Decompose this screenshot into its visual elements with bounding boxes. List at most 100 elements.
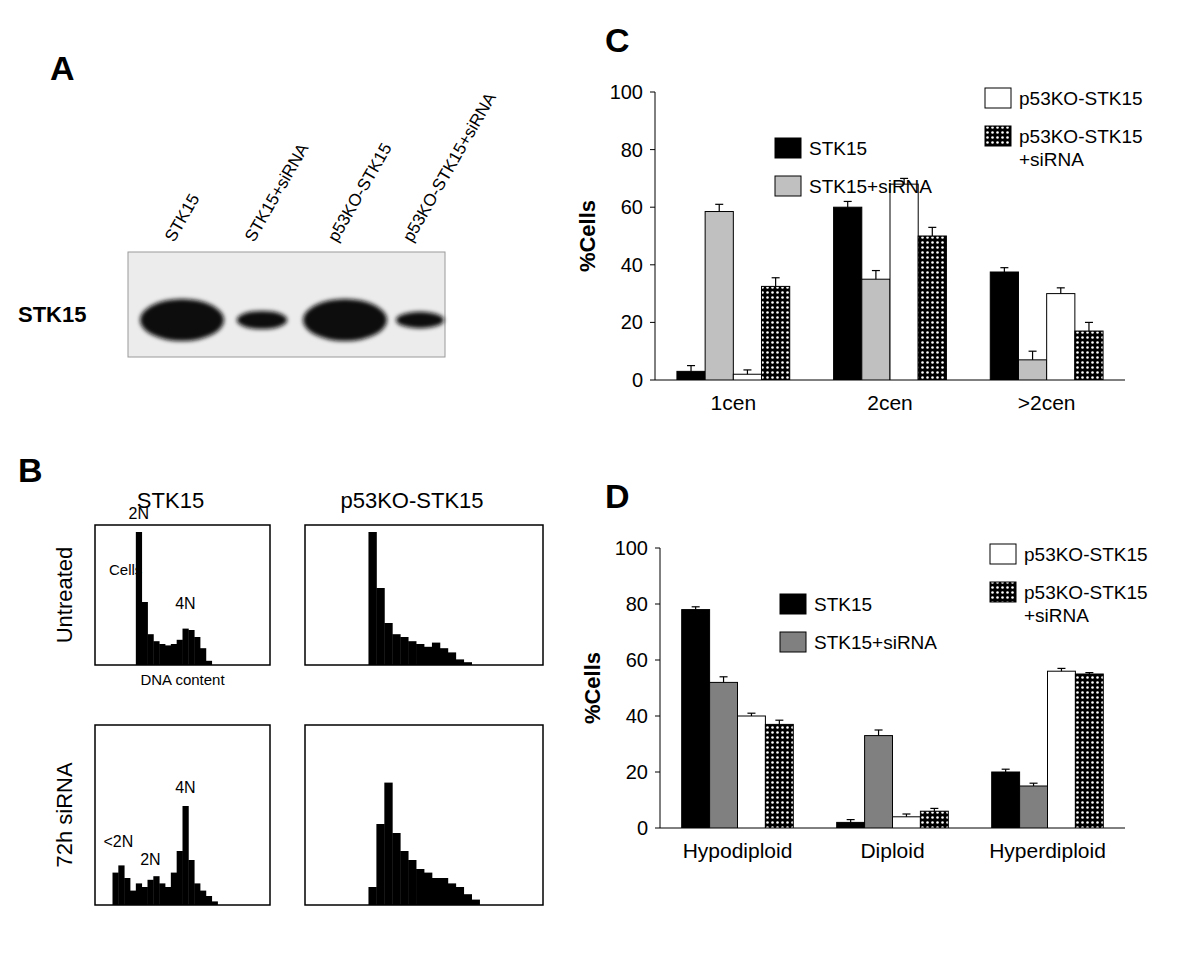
error-bar xyxy=(720,677,728,683)
error-bar xyxy=(1057,288,1065,294)
y-tick-label: 60 xyxy=(626,649,648,671)
y-tick xyxy=(650,149,655,150)
y-tick xyxy=(650,264,655,265)
error-stem xyxy=(719,204,720,211)
error-stem xyxy=(779,720,780,724)
histogram-bar xyxy=(456,887,464,905)
bar xyxy=(990,272,1018,380)
histogram-bar xyxy=(448,883,456,905)
bar xyxy=(762,286,790,380)
y-tick-label: 100 xyxy=(615,537,648,559)
histogram-bar xyxy=(159,644,165,665)
histogram-bars xyxy=(136,532,212,665)
figure: ABCDSTK15STK15STK15+siRNAp53KO-STK15p53K… xyxy=(0,0,1200,961)
legend-label: p53KO-STK15+siRNA xyxy=(1024,582,1148,626)
bar xyxy=(677,371,705,380)
y-tick xyxy=(655,828,660,829)
error-cap xyxy=(875,729,883,730)
error-cap xyxy=(1000,267,1008,268)
legend-swatch xyxy=(780,632,806,652)
error-bar xyxy=(743,370,751,374)
error-bar xyxy=(1029,351,1037,360)
error-bar xyxy=(844,201,852,207)
bar xyxy=(862,279,890,380)
y-tick xyxy=(655,660,660,661)
lane-label: STK15 xyxy=(161,190,203,245)
histogram-bar xyxy=(165,645,171,665)
axis-label: Cells xyxy=(109,561,142,578)
histogram-bar xyxy=(408,860,416,905)
y-tick xyxy=(655,604,660,605)
bars xyxy=(682,610,1104,828)
error-bar xyxy=(747,713,755,716)
histogram-bar xyxy=(183,806,189,905)
error-bar xyxy=(847,820,855,823)
column-title: p53KO-STK15 xyxy=(340,488,483,513)
y-tick-label: 0 xyxy=(632,369,643,391)
error-cap xyxy=(1030,783,1038,784)
bar xyxy=(834,207,862,380)
histogram-bar xyxy=(376,824,384,905)
legend-swatch xyxy=(780,594,806,614)
y-tick-label: 100 xyxy=(610,81,643,103)
panel-label: B xyxy=(18,451,43,489)
annotation: <2N xyxy=(103,833,133,850)
error-stem xyxy=(747,370,748,374)
histogram-bar xyxy=(384,783,392,905)
row-title: Untreated xyxy=(52,547,77,644)
error-cap xyxy=(692,606,700,607)
error-stem xyxy=(1060,288,1061,294)
legend-swatch xyxy=(990,582,1016,602)
histogram-bar xyxy=(392,634,400,665)
histogram-bar xyxy=(400,637,408,665)
blot-row-label: STK15 xyxy=(18,302,86,327)
legend-line: +siRNA xyxy=(1019,149,1084,170)
error-cap xyxy=(743,369,751,370)
histogram-bar xyxy=(400,851,408,905)
histogram-bars xyxy=(368,783,479,905)
blot-band xyxy=(140,299,224,341)
histogram-bar xyxy=(148,634,154,665)
histogram-bar xyxy=(124,878,130,905)
error-stem xyxy=(723,677,724,683)
error-cap xyxy=(844,201,852,202)
histogram-bar xyxy=(368,887,376,905)
error-stem xyxy=(1004,268,1005,272)
y-tick xyxy=(650,92,655,93)
y-tick-label: 80 xyxy=(626,593,648,615)
legend-line: p53KO-STK15 xyxy=(1024,582,1148,603)
bars xyxy=(677,184,1103,380)
error-stem xyxy=(932,227,933,236)
bar xyxy=(920,811,948,828)
legend-label: p53KO-STK15+siRNA xyxy=(1019,126,1143,170)
error-bar xyxy=(775,720,783,724)
histogram-bar xyxy=(448,652,456,665)
error-stem xyxy=(847,201,848,207)
bar xyxy=(682,610,710,828)
panel-label: A xyxy=(50,49,75,87)
histogram-bar xyxy=(432,643,440,665)
error-bars xyxy=(687,178,1093,374)
legend-line: p53KO-STK15 xyxy=(1019,126,1143,147)
error-bar xyxy=(1002,769,1010,772)
error-bar xyxy=(875,730,883,736)
histogram-frame xyxy=(95,525,270,665)
error-bar xyxy=(687,366,695,372)
histogram-bars xyxy=(113,806,218,905)
histogram-frame xyxy=(305,525,543,665)
legend-swatch xyxy=(775,176,801,196)
error-bar xyxy=(1030,783,1038,786)
bar xyxy=(918,236,946,380)
error-cap xyxy=(847,819,855,820)
legend-line: +siRNA xyxy=(1024,605,1089,626)
axis-label: %Cells xyxy=(580,652,605,724)
error-bar xyxy=(1085,322,1093,331)
histogram-bar xyxy=(148,880,154,905)
y-tick xyxy=(655,772,660,773)
histogram-bar xyxy=(392,833,400,905)
bar xyxy=(890,184,918,380)
bar xyxy=(1048,671,1076,828)
y-axis xyxy=(655,92,656,380)
histogram-bar xyxy=(416,869,424,905)
legend-label: p53KO-STK15 xyxy=(1024,544,1148,565)
